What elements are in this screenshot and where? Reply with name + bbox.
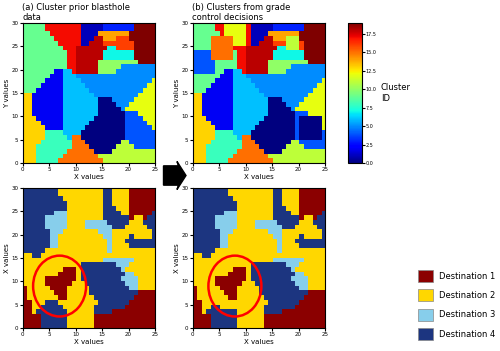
Y-axis label: Cluster
ID: Cluster ID xyxy=(380,83,410,103)
Text: (a) Cluster prior blasthole
data: (a) Cluster prior blasthole data xyxy=(22,3,130,22)
Y-axis label: X values: X values xyxy=(4,243,10,273)
Y-axis label: Y values: Y values xyxy=(174,78,180,108)
Y-axis label: X values: X values xyxy=(174,243,180,273)
Text: (b) Clusters from grade
control decisions: (b) Clusters from grade control decision… xyxy=(192,3,291,22)
X-axis label: X values: X values xyxy=(74,339,104,345)
X-axis label: X values: X values xyxy=(244,174,274,180)
X-axis label: X values: X values xyxy=(74,174,104,180)
Y-axis label: Y values: Y values xyxy=(4,78,10,108)
X-axis label: X values: X values xyxy=(244,339,274,345)
Legend: Destination 1, Destination 2, Destination 3, Destination 4: Destination 1, Destination 2, Destinatio… xyxy=(418,270,496,340)
